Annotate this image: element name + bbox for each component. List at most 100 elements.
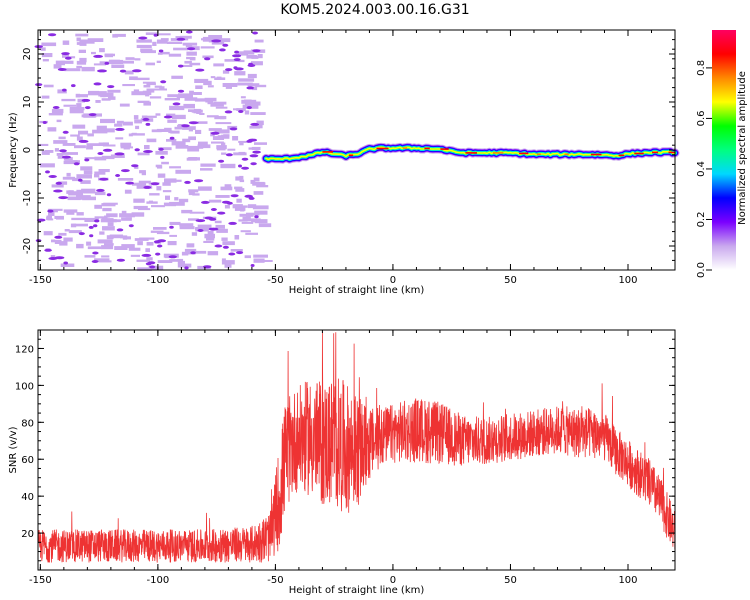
noise-peak: [222, 245, 229, 249]
noise-speck: [178, 198, 189, 203]
noise-peak: [158, 49, 164, 53]
noise-speck: [104, 215, 110, 218]
noise-speck: [233, 152, 247, 156]
noise-speck: [185, 44, 193, 48]
noise-speck: [174, 197, 179, 201]
noise-peak: [181, 124, 190, 128]
noise-speck: [108, 96, 116, 100]
noise-peak: [214, 244, 223, 248]
noise-speck: [131, 212, 145, 217]
noise-speck: [256, 185, 269, 188]
noise-peak: [53, 189, 63, 193]
noise-speck: [155, 164, 162, 168]
noise-speck: [69, 107, 85, 111]
colorbar-tick-label: 0.0: [696, 262, 707, 278]
noise-peak: [54, 256, 65, 260]
noise-peak: [252, 49, 261, 53]
noise-peak: [197, 229, 204, 232]
noise-speck: [145, 32, 159, 35]
noise-speck: [179, 226, 195, 230]
noise-speck: [155, 150, 168, 155]
noise-peak: [58, 196, 68, 200]
noise-speck: [204, 233, 215, 239]
noise-speck: [92, 91, 107, 94]
noise-speck: [86, 145, 93, 150]
noise-peak: [248, 138, 258, 142]
noise-speck: [94, 258, 110, 263]
noise-speck: [78, 130, 89, 135]
noise-speck: [158, 147, 172, 151]
noise-speck: [81, 66, 95, 72]
noise-speck: [77, 98, 85, 103]
y-tick-label: 20: [22, 48, 33, 61]
noise-peak: [149, 265, 156, 269]
noise-speck: [178, 93, 193, 98]
noise-speck: [80, 166, 93, 171]
noise-peak: [59, 149, 67, 153]
noise-speck: [47, 218, 54, 221]
spectrogram-ylabel: Frequency (Hz): [8, 112, 19, 188]
noise-peak: [222, 43, 229, 47]
noise-speck: [54, 148, 59, 152]
noise-peak: [169, 136, 175, 140]
noise-speck: [76, 103, 82, 108]
noise-peak: [88, 225, 94, 229]
noise-speck: [43, 231, 53, 236]
noise-speck: [50, 255, 56, 259]
x-tick-label: 0: [390, 275, 396, 286]
noise-speck: [187, 145, 204, 149]
noise-peak: [210, 208, 217, 211]
colorbar: 0.0 0.2 0.4 0.6 0.8 Normalized spectral ampl…: [696, 30, 748, 278]
noise-speck: [63, 209, 78, 213]
noise-speck: [119, 213, 135, 218]
noise-speck: [177, 124, 187, 129]
noise-speck: [255, 182, 266, 186]
noise-peak: [252, 31, 258, 35]
noise-speck: [79, 57, 87, 63]
noise-speck: [94, 174, 100, 178]
noise-speck: [100, 93, 106, 98]
noise-speck: [177, 263, 192, 268]
noise-speck: [99, 260, 112, 263]
noise-speck: [103, 94, 110, 98]
noise-speck: [181, 251, 189, 256]
noise-speck: [137, 267, 152, 271]
snr-xlabel: Height of straight line (km): [289, 585, 425, 596]
noise-peak: [97, 152, 104, 155]
noise-speck: [170, 38, 180, 41]
noise-speck: [136, 44, 152, 48]
noise-speck: [76, 136, 83, 141]
x-tick-label: -50: [267, 275, 283, 286]
noise-speck: [83, 189, 96, 194]
noise-speck: [171, 75, 183, 79]
noise-speck: [253, 177, 260, 182]
noise-speck: [179, 223, 194, 227]
noise-speck: [254, 219, 268, 224]
noise-speck: [38, 143, 49, 146]
noise-speck: [245, 216, 251, 220]
noise-peak: [163, 115, 173, 119]
noise-speck: [161, 161, 169, 165]
noise-speck: [156, 186, 162, 191]
noise-peak: [218, 159, 225, 163]
noise-peak: [121, 169, 130, 173]
noise-speck: [72, 223, 88, 227]
noise-speck: [156, 60, 161, 63]
noise-peak: [114, 152, 125, 156]
noise-speck: [136, 39, 152, 43]
noise-speck: [201, 38, 210, 41]
noise-speck: [62, 176, 76, 180]
noise-speck: [197, 224, 212, 229]
noise-speck: [133, 115, 139, 120]
noise-speck: [237, 51, 249, 56]
noise-speck: [244, 255, 251, 259]
noise-speck: [191, 232, 198, 236]
noise-speck: [169, 166, 181, 169]
noise-peak: [143, 150, 153, 153]
noise-speck: [188, 218, 199, 221]
noise-peak: [153, 33, 158, 37]
noise-speck: [249, 125, 261, 129]
x-tick-label: 100: [618, 275, 637, 286]
noise-speck: [169, 105, 185, 111]
